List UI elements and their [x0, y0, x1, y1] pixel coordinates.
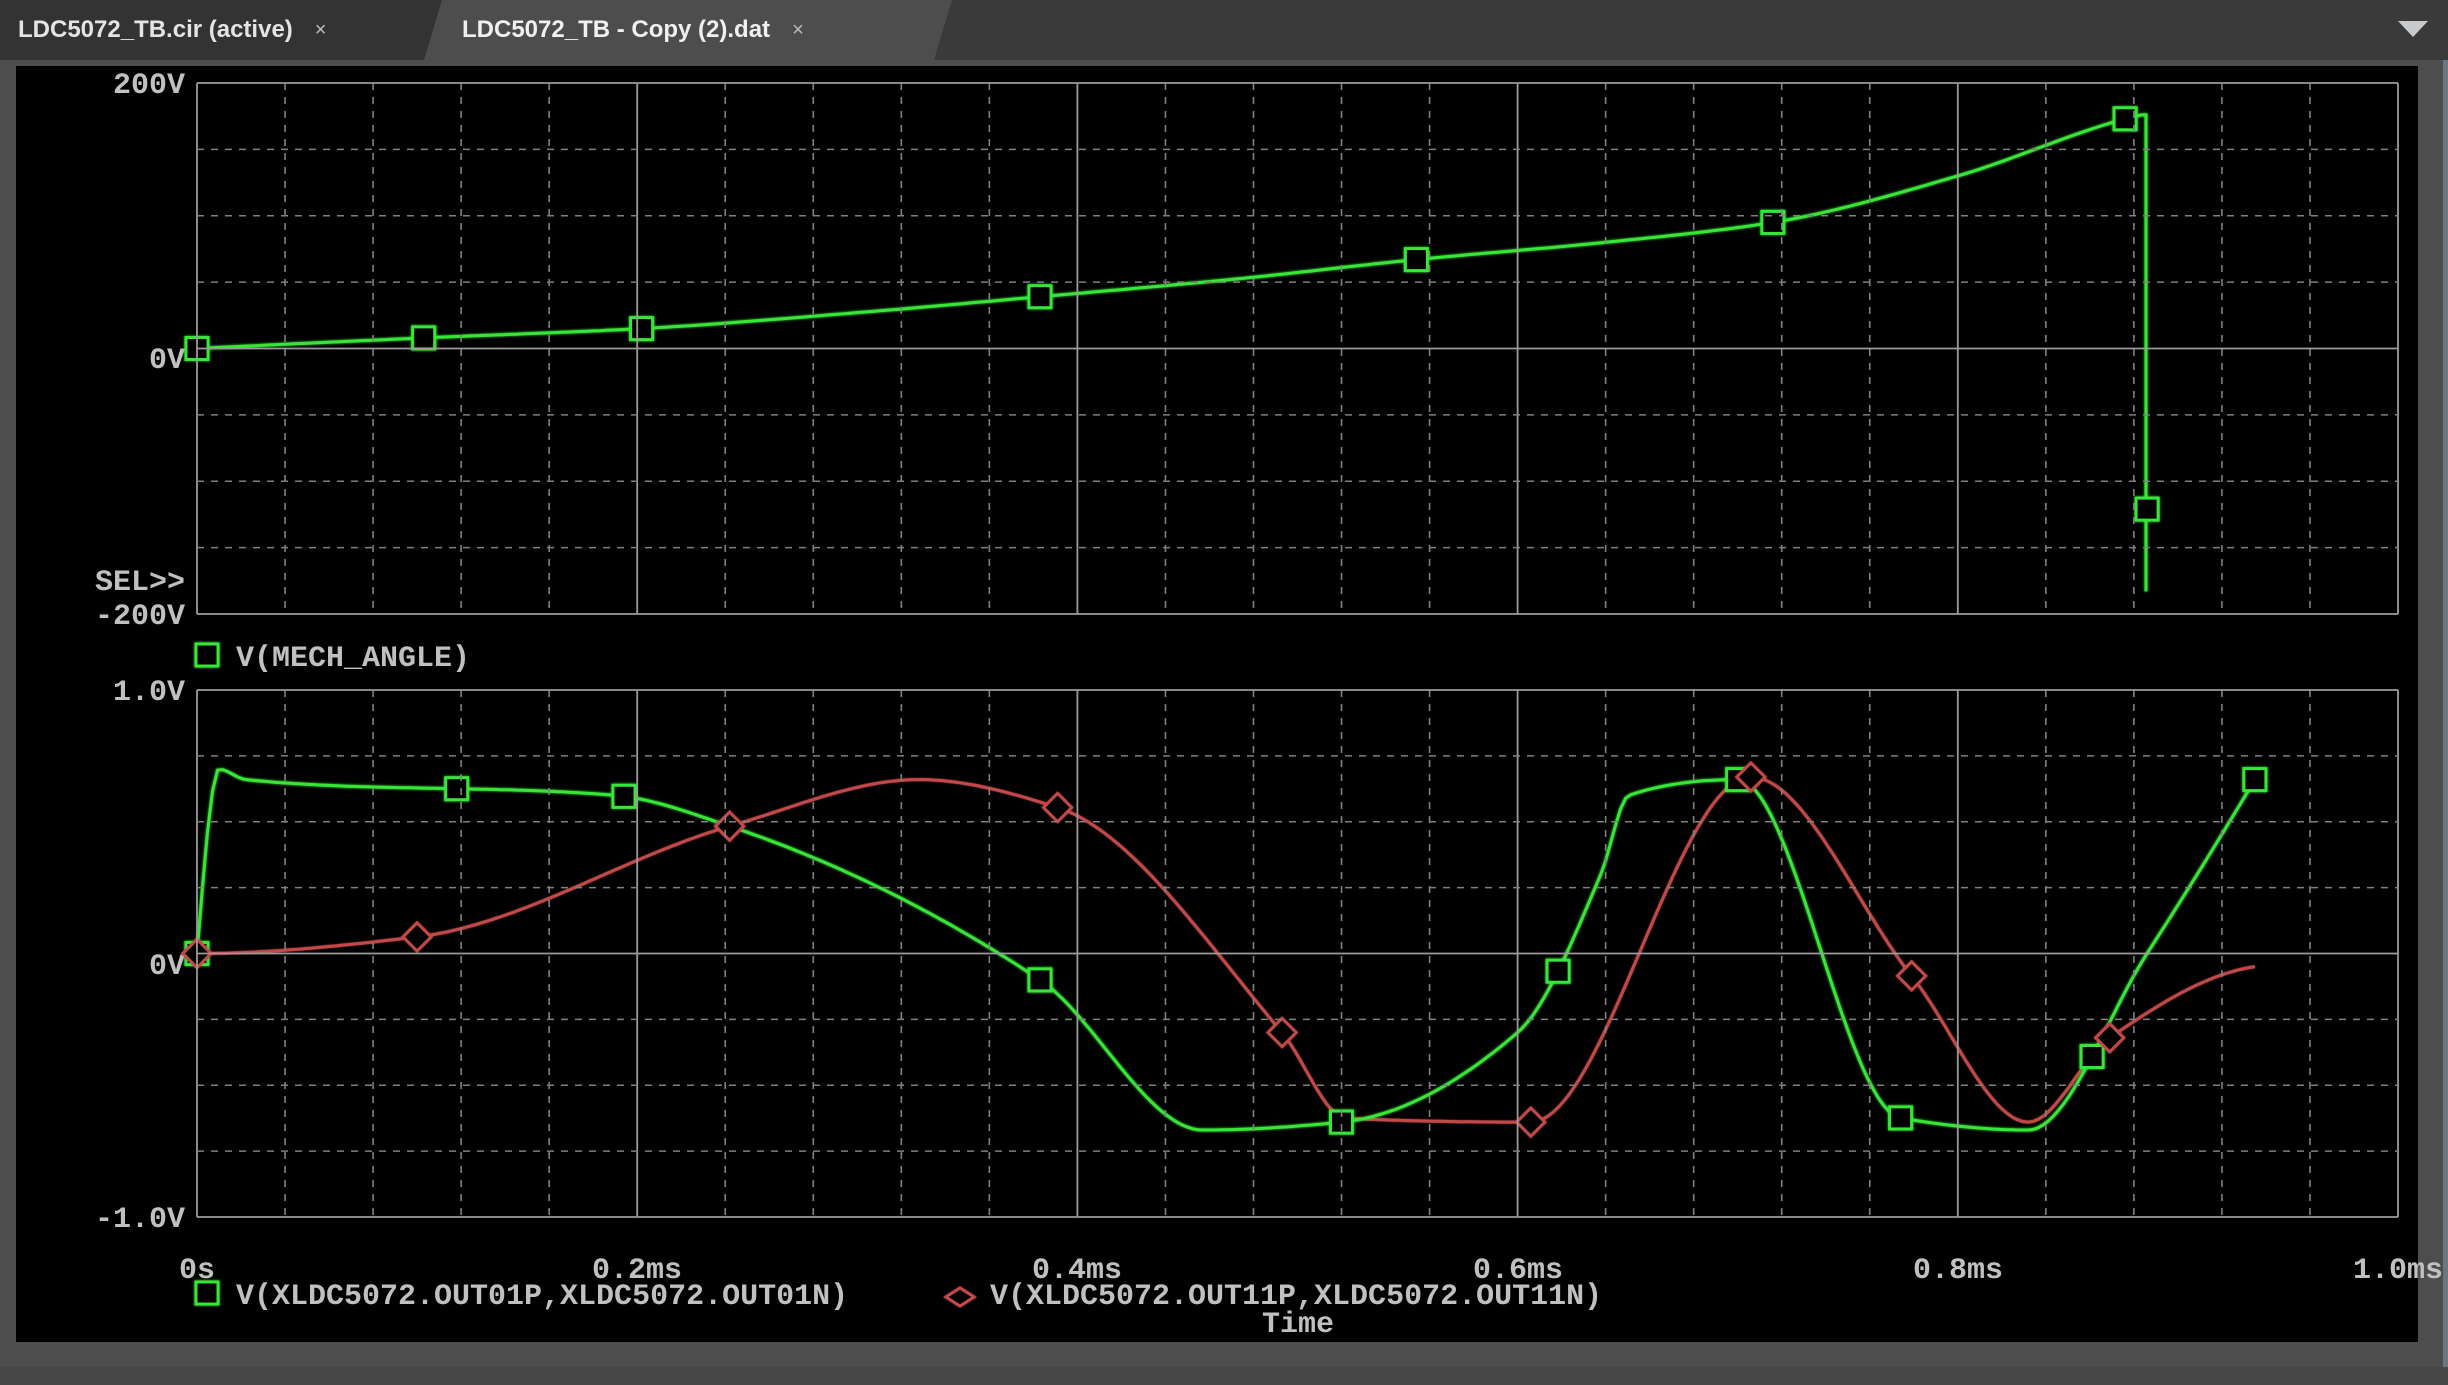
svg-text:200V: 200V: [113, 69, 185, 103]
svg-text:SEL>>: SEL>>: [95, 566, 185, 600]
svg-text:Time: Time: [1262, 1308, 1334, 1342]
svg-text:V(XLDC5072.OUT01P,XLDC5072.OUT: V(XLDC5072.OUT01P,XLDC5072.OUT01N): [236, 1280, 848, 1314]
svg-text:0V: 0V: [149, 344, 185, 378]
svg-text:1.0V: 1.0V: [113, 676, 185, 710]
svg-text:0V: 0V: [149, 950, 185, 984]
svg-text:0.8ms: 0.8ms: [1913, 1254, 2003, 1288]
svg-text:-200V: -200V: [95, 600, 185, 634]
svg-text:1.0ms: 1.0ms: [2353, 1254, 2443, 1288]
svg-text:V(MECH_ANGLE): V(MECH_ANGLE): [236, 642, 470, 676]
svg-text:-1.0V: -1.0V: [95, 1203, 185, 1237]
